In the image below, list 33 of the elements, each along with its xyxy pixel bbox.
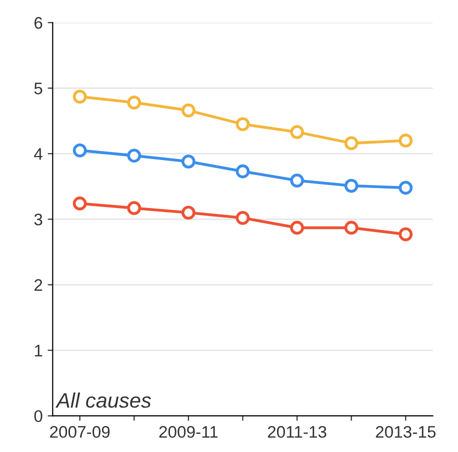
point xyxy=(344,178,358,193)
point xyxy=(236,210,250,225)
point xyxy=(290,174,304,188)
x-tick-label: 2009-11 xyxy=(159,426,218,438)
y-tick-label: 2 xyxy=(34,279,42,291)
point xyxy=(181,154,196,168)
y-tick-label: 0 xyxy=(34,410,42,422)
y-tick-label: 3 xyxy=(34,214,42,226)
point xyxy=(127,96,142,110)
point xyxy=(72,143,87,158)
point xyxy=(398,227,413,242)
annotation: All causes xyxy=(55,392,151,408)
point xyxy=(398,134,413,148)
point xyxy=(290,220,304,235)
x-tick-label: 2013-15 xyxy=(376,426,436,438)
x-tick-label: 2007-09 xyxy=(50,426,110,438)
point xyxy=(236,117,250,132)
x-tick-label: 2011-13 xyxy=(268,426,326,438)
point xyxy=(127,148,142,163)
y-tick-label: 6 xyxy=(34,17,42,29)
point xyxy=(72,196,87,210)
y-tick-label: 4 xyxy=(34,148,42,160)
point xyxy=(72,90,87,104)
point xyxy=(344,220,358,235)
point xyxy=(344,136,358,150)
y-tick-label: 1 xyxy=(34,344,42,356)
point xyxy=(398,180,413,195)
y-tick-label: 5 xyxy=(34,82,42,94)
point xyxy=(290,125,304,139)
point xyxy=(236,164,250,178)
point xyxy=(181,206,196,220)
point xyxy=(127,201,142,216)
point xyxy=(181,103,196,118)
